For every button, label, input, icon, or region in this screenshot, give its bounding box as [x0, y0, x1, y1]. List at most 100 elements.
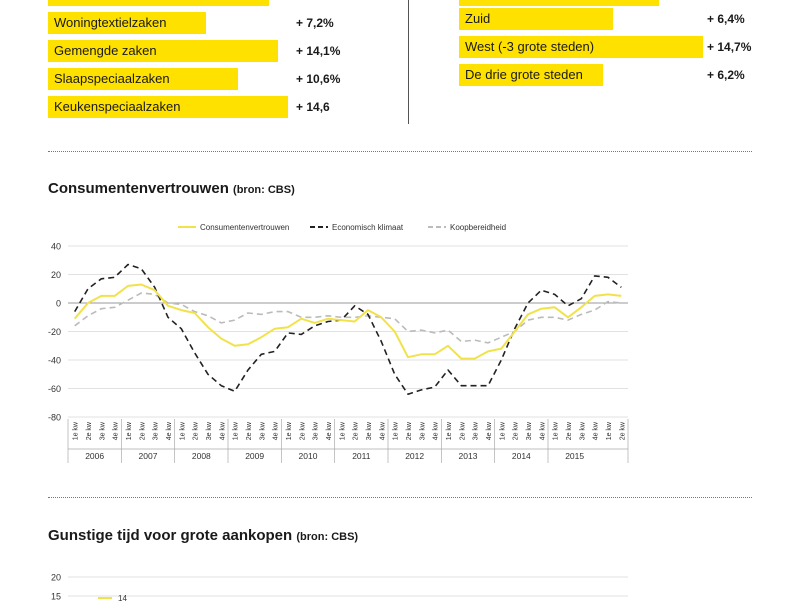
x-quarter-label: 3e kw	[99, 421, 106, 440]
year-label: 2012	[405, 451, 424, 461]
right-bar-0	[459, 0, 659, 6]
x-quarter-label: 2e kw	[513, 421, 520, 440]
y-tick-label: 20	[51, 573, 61, 583]
x-quarter-label: 4e kw	[273, 421, 280, 440]
x-quarter-label: 1e kw	[553, 421, 560, 440]
right-bar-label: Zuid	[465, 11, 491, 26]
legend-entry: Consumentenvertrouwen	[200, 223, 289, 232]
y-tick-label: -60	[48, 384, 61, 394]
legend-entry: Koopbereidheid	[450, 223, 506, 232]
x-quarter-label: 2e kw	[193, 421, 200, 440]
left-bar-value: + 14,1%	[296, 44, 341, 58]
column-divider	[408, 0, 409, 124]
right-bar-3	[459, 64, 603, 86]
left-bar-1	[48, 12, 206, 34]
x-quarter-label: 1e kw	[606, 421, 613, 440]
left-bar-label: Woningtextielzaken	[54, 15, 167, 30]
x-quarter-label: 4e kw	[593, 421, 600, 440]
x-quarter-label: 1e kw	[499, 421, 506, 440]
x-quarter-label: 2e kw	[619, 421, 626, 440]
chart1-title: Consumentenvertrouwen (bron: CBS)	[48, 180, 295, 197]
y-tick-label: -40	[48, 356, 61, 366]
chart2-title-text: Gunstige tijd voor grote aankopen	[48, 527, 293, 544]
left-bar-0	[48, 0, 269, 6]
x-quarter-label: 4e kw	[433, 421, 440, 440]
x-quarter-label: 3e kw	[259, 421, 266, 440]
x-quarter-label: 3e kw	[366, 421, 373, 440]
section-divider-1	[48, 151, 752, 152]
year-label: 2015	[565, 451, 584, 461]
x-quarter-label: 3e kw	[313, 421, 320, 440]
x-quarter-label: 3e kw	[579, 421, 586, 440]
y-tick-label: -20	[48, 327, 61, 337]
x-quarter-label: 2e kw	[406, 421, 413, 440]
x-quarter-label: 1e kw	[446, 421, 453, 440]
x-quarter-label: 4e kw	[113, 421, 120, 440]
legend-entry: Economisch klimaat	[332, 223, 404, 232]
left-bar-label: Slaapspeciaalzaken	[54, 71, 170, 86]
y-tick-label: 0	[56, 299, 61, 309]
year-label: 2014	[512, 451, 531, 461]
right-bar-value: + 14,7%	[707, 40, 752, 54]
left-bar-label: Gemengde zaken	[54, 43, 157, 58]
x-quarter-label: 1e kw	[339, 421, 346, 440]
left-bar-2	[48, 40, 278, 62]
x-quarter-label: 2e kw	[246, 421, 253, 440]
y-tick-label: 20	[51, 270, 61, 280]
year-label: 2008	[192, 451, 211, 461]
x-quarter-label: 4e kw	[486, 421, 493, 440]
left-bar-label: Keukenspeciaalzaken	[54, 99, 181, 114]
x-quarter-label: 3e kw	[419, 421, 426, 440]
x-quarter-label: 1e kw	[393, 421, 400, 440]
x-quarter-label: 2e kw	[86, 421, 93, 440]
left-bar-4	[48, 96, 288, 118]
right-bar-label: De drie grote steden	[465, 67, 583, 82]
y-tick-label: 15	[51, 592, 61, 602]
right-bar-2	[459, 36, 703, 58]
y-tick-label: 40	[51, 242, 61, 252]
x-quarter-label: 3e kw	[473, 421, 480, 440]
left-bar-value: + 7,2%	[296, 16, 334, 30]
chart1-title-text: Consumentenvertrouwen	[48, 180, 229, 197]
consumer-confidence-chart: 40 20 0 -20 -40 -60 -80 Consumentenvertrouwen Ec…	[48, 223, 629, 463]
x-quarter-label: 2e kw	[566, 421, 573, 440]
left-bar-value: + 10,6%	[296, 72, 341, 86]
year-label: 2013	[459, 451, 478, 461]
x-quarter-label: 2e kw	[299, 421, 306, 440]
chart1-source: (bron: CBS)	[233, 184, 295, 196]
series-line-0	[73, 283, 622, 360]
data-label: 14	[118, 594, 127, 602]
right-bar-label: West (-3 grote steden)	[465, 39, 595, 54]
x-quarter-label: 4e kw	[379, 421, 386, 440]
chart2-source: (bron: CBS)	[296, 531, 359, 543]
x-quarter-label: 1e kw	[73, 421, 80, 440]
left-bar-value: + 14,6	[296, 100, 330, 114]
x-quarter-label: 2e kw	[353, 421, 360, 440]
x-quarter-label: 1e kw	[179, 421, 186, 440]
x-quarter-label: 1e kw	[286, 421, 293, 440]
year-label: 2009	[245, 451, 264, 461]
x-quarter-label: 1e kw	[126, 421, 133, 440]
purchase-timing-chart: 20 15 14	[51, 573, 628, 602]
x-quarter-label: 4e kw	[539, 421, 546, 440]
year-label: 2010	[299, 451, 318, 461]
left-bar-3	[48, 68, 238, 90]
year-label: 2006	[85, 451, 104, 461]
x-quarter-label: 3e kw	[526, 421, 533, 440]
section-divider-2	[48, 497, 752, 498]
x-quarter-label: 2e kw	[459, 421, 466, 440]
x-quarter-label: 2e kw	[139, 421, 146, 440]
x-quarter-label: 1e kw	[233, 421, 240, 440]
series-line-1	[74, 263, 622, 395]
right-bar-value: + 6,2%	[707, 68, 745, 82]
x-quarter-label: 4e kw	[219, 421, 226, 440]
x-quarter-label: 4e kw	[166, 421, 173, 440]
year-label: 2007	[139, 451, 158, 461]
x-quarter-label: 4e kw	[326, 421, 333, 440]
right-bar-value: + 6,4%	[707, 12, 745, 26]
x-quarter-label: 3e kw	[153, 421, 160, 440]
y-tick-label: -80	[48, 413, 61, 423]
series-line-2	[74, 292, 622, 344]
chart2-title: Gunstige tijd voor grote aankopen (bron:…	[48, 527, 358, 544]
x-quarter-label: 3e kw	[206, 421, 213, 440]
